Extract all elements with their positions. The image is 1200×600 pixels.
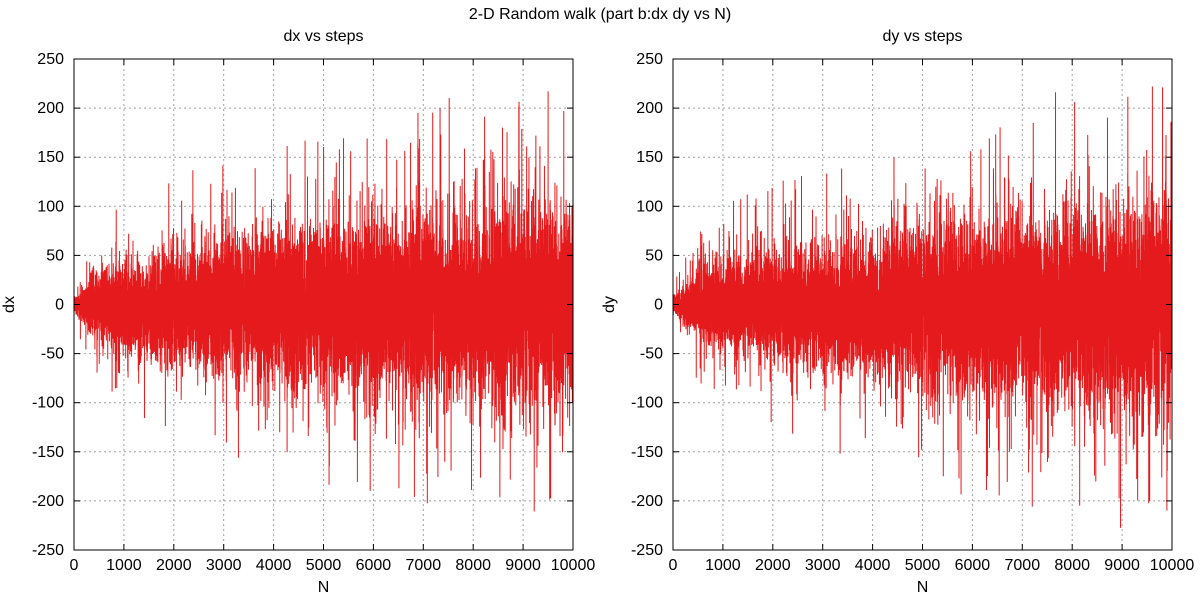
dy-x-tick-label: 10000 <box>1150 557 1195 574</box>
dy-x-tick-label: 5000 <box>905 557 941 574</box>
dy-x-tick-label: 1000 <box>705 557 741 574</box>
dy-y-tick-label: -50 <box>640 346 663 363</box>
dy-x-tick-label: 3000 <box>805 557 841 574</box>
dx-y-axis-label: dx <box>1 296 18 313</box>
dx-y-tick-label: 150 <box>37 149 64 166</box>
dy-series-line <box>672 86 1173 528</box>
dy-y-axis-label: dy <box>601 296 618 313</box>
dy-y-tick-label: 0 <box>654 297 663 314</box>
dx-plot-axes: 0 1000 2000 3000 4000 5000 6000 7000 8000 9000 100… <box>1 28 595 596</box>
dx-x-tick-label: 8000 <box>455 557 491 574</box>
dx-x-tick-label: 2000 <box>156 557 192 574</box>
dx-y-tick-label: 50 <box>46 247 64 264</box>
dy-y-tick-label: -100 <box>631 395 663 412</box>
dx-x-tick-label: 6000 <box>356 557 392 574</box>
dx-y-tick-label: 100 <box>37 198 64 215</box>
dx-y-tick-label: -150 <box>32 444 64 461</box>
dy-y-tick-label: -250 <box>631 542 663 559</box>
dx-y-tick-label: 200 <box>37 100 64 117</box>
dy-y-tick-label: 250 <box>636 51 663 68</box>
dx-series-line <box>73 91 574 512</box>
dy-y-tick-label: 150 <box>636 149 663 166</box>
figure-title: 2-D Random walk (part b:dx dy vs N) <box>469 6 731 23</box>
dy-x-tick-label: 8000 <box>1054 557 1090 574</box>
dy-y-tick-label: -200 <box>631 493 663 510</box>
dy-y-tick-label: 50 <box>645 247 663 264</box>
dy-plot-axes: 0 1000 2000 3000 4000 5000 6000 7000 8000 9000 100… <box>601 28 1194 596</box>
dy-x-tick-label: 7000 <box>1005 557 1041 574</box>
dy-x-tick-label: 9000 <box>1104 557 1140 574</box>
dy-y-tick-label: 100 <box>636 198 663 215</box>
dx-x-tick-label: 9000 <box>505 557 541 574</box>
dx-x-tick-label: 10000 <box>551 557 596 574</box>
dy-y-tick-label: 200 <box>636 100 663 117</box>
dx-x-tick-label: 5000 <box>306 557 342 574</box>
dx-y-tick-label: 0 <box>55 297 64 314</box>
dx-y-tick-label: -250 <box>32 542 64 559</box>
dx-plot-title: dx vs steps <box>283 28 363 45</box>
dx-x-axis-label: N <box>318 579 330 596</box>
dx-x-tick-label: 7000 <box>406 557 442 574</box>
dy-x-tick-label: 2000 <box>755 557 791 574</box>
dx-y-tick-label: -100 <box>32 395 64 412</box>
dy-x-tick-label: 4000 <box>855 557 891 574</box>
dx-y-tick-label: 250 <box>37 51 64 68</box>
dx-y-tick-label: -200 <box>32 493 64 510</box>
dy-x-tick-label: 6000 <box>955 557 991 574</box>
dx-y-tick-label: -50 <box>41 346 64 363</box>
dx-x-tick-label: 4000 <box>256 557 292 574</box>
dy-y-tick-label: -150 <box>631 444 663 461</box>
dx-x-tick-label: 1000 <box>106 557 142 574</box>
dy-plot-title: dy vs steps <box>882 28 962 45</box>
dy-x-tick-label: 0 <box>669 557 678 574</box>
dy-x-axis-label: N <box>917 579 929 596</box>
dx-x-tick-label: 3000 <box>206 557 242 574</box>
dx-x-tick-label: 0 <box>70 557 79 574</box>
